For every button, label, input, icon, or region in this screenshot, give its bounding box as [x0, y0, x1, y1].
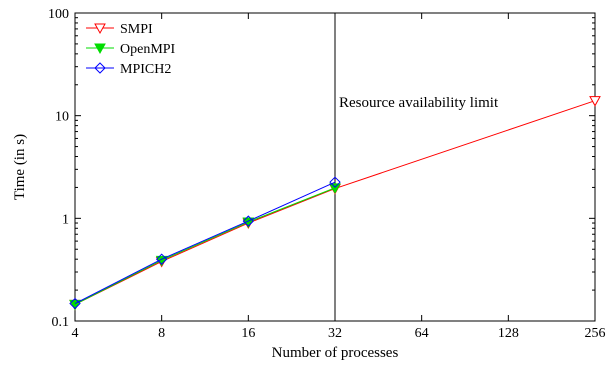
y-tick-label: 10	[55, 110, 69, 125]
series-mpich2	[69, 176, 341, 310]
y-tick-label: 0.1	[52, 315, 70, 330]
x-tick-label: 64	[415, 326, 429, 341]
series-group	[69, 96, 601, 311]
data-point-mpich2	[242, 215, 255, 227]
series-line-mpich2	[74, 181, 336, 304]
data-point-openmpi	[329, 183, 341, 194]
y-tick-label: 1	[62, 212, 69, 227]
data-point-mpich2	[69, 297, 81, 310]
y-tick-label: 100	[48, 7, 69, 22]
series-line-openmpi	[74, 187, 336, 305]
legend: SMPI OpenMPI MPICH2	[86, 22, 176, 77]
x-tick-label: 8	[158, 326, 165, 341]
data-point-mpich2	[155, 253, 168, 265]
x-tick-label: 16	[241, 326, 255, 341]
x-tick-label: 32	[328, 326, 342, 341]
legend-label-openmpi: OpenMPI	[120, 42, 176, 57]
legend-marker-smpi	[94, 23, 106, 35]
x-tick-label: 128	[498, 326, 519, 341]
axis-ticks	[74, 12, 596, 322]
legend-label-mpich2: MPICH2	[120, 62, 171, 77]
data-point-smpi	[589, 96, 601, 107]
resource-limit-group: Resource availability limit	[334, 13, 499, 321]
x-axis-title: Number of processes	[272, 345, 399, 361]
legend-marker-openmpi	[94, 43, 106, 55]
series-openmpi	[69, 183, 341, 311]
x-tick-label: 4	[72, 326, 79, 341]
axis-tick-labels: 4 8 16 32 64 128 256 0.1 1 10 100	[48, 7, 606, 341]
data-point-mpich2	[329, 176, 341, 188]
legend-marker-mpich2	[94, 62, 106, 74]
resource-limit-label: Resource availability limit	[339, 95, 499, 111]
y-axis-title: Time (in s)	[12, 134, 28, 200]
x-tick-label: 256	[585, 326, 606, 341]
legend-label-smpi: SMPI	[120, 22, 153, 37]
